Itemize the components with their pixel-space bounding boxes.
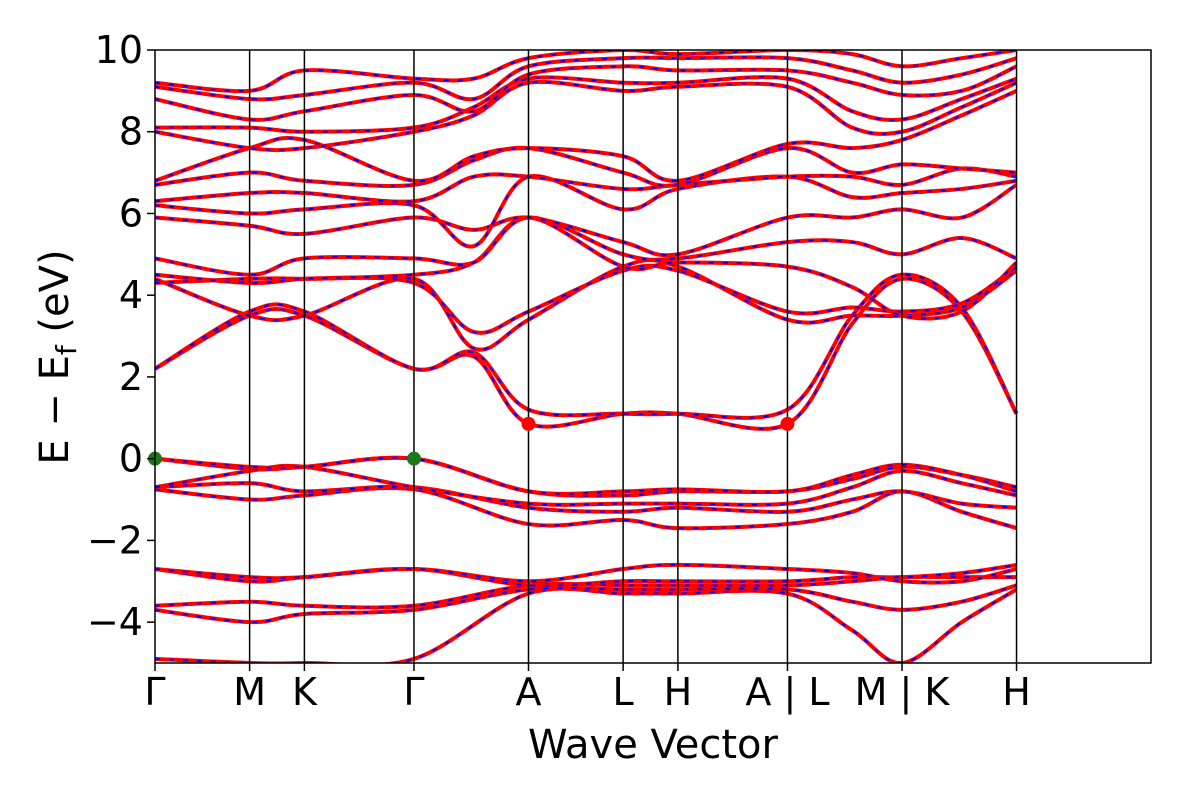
x-tick-label-0: Γ [144, 670, 165, 714]
x-tick-label-1: M [233, 670, 266, 714]
x-tick-label-2: K [292, 670, 318, 714]
kpoint-lines [248, 50, 1018, 663]
band-line-dashed-21 [155, 80, 1017, 152]
band-line-dashed-6 [155, 482, 1017, 514]
y-tick-label-3: 2 [119, 355, 143, 399]
y-tick-label-0: −4 [87, 600, 143, 644]
band-line-dashed-2 [155, 575, 1017, 609]
band-line-dashed-17 [155, 175, 1017, 248]
y-tick-label-5: 6 [119, 191, 143, 235]
band-line-dashed-3 [155, 563, 1017, 587]
x-tick-label-9: H [1002, 670, 1031, 714]
band-line-dashed-4 [155, 563, 1017, 584]
x-tick-label-6: H [664, 670, 693, 714]
x-tick-label-7: A | L [745, 670, 829, 715]
y-axis-ticks: −4 −2 0 2 4 6 8 10 [87, 28, 155, 644]
marker-cbm-3 [780, 416, 795, 431]
band-line-dashed-1 [155, 584, 1017, 624]
x-tick-label-4: A [516, 670, 542, 714]
band-line-dashed-13 [155, 264, 1018, 334]
y-tick-label-1: −2 [87, 518, 143, 562]
marker-cbm-2 [521, 416, 536, 431]
band-line-dashed-14 [155, 216, 1018, 320]
y-axis-title: E − Ef (eV) [32, 249, 83, 464]
y-tick-label-4: 4 [119, 273, 143, 317]
marker-vbm-1 [406, 451, 421, 466]
plot-frame [154, 49, 1152, 664]
y-axis-title-main: E − E [32, 355, 78, 465]
x-axis-title: Wave Vector [528, 722, 779, 768]
band-line-0 [155, 586, 1018, 663]
x-tick-label-5: L [613, 670, 634, 714]
x-tick-label-8: M | K [855, 670, 951, 715]
band-line-dashed-15 [155, 216, 1017, 276]
y-tick-label-2: 0 [119, 437, 143, 481]
y-axis-title-unit: (eV) [32, 249, 78, 345]
x-tick-label-3: Γ [403, 670, 424, 714]
y-tick-label-7: 10 [95, 28, 143, 72]
y-tick-label-6: 8 [119, 110, 143, 154]
band-line-dashed-24 [155, 56, 1017, 101]
y-axis-title-subscript: f [50, 344, 83, 355]
